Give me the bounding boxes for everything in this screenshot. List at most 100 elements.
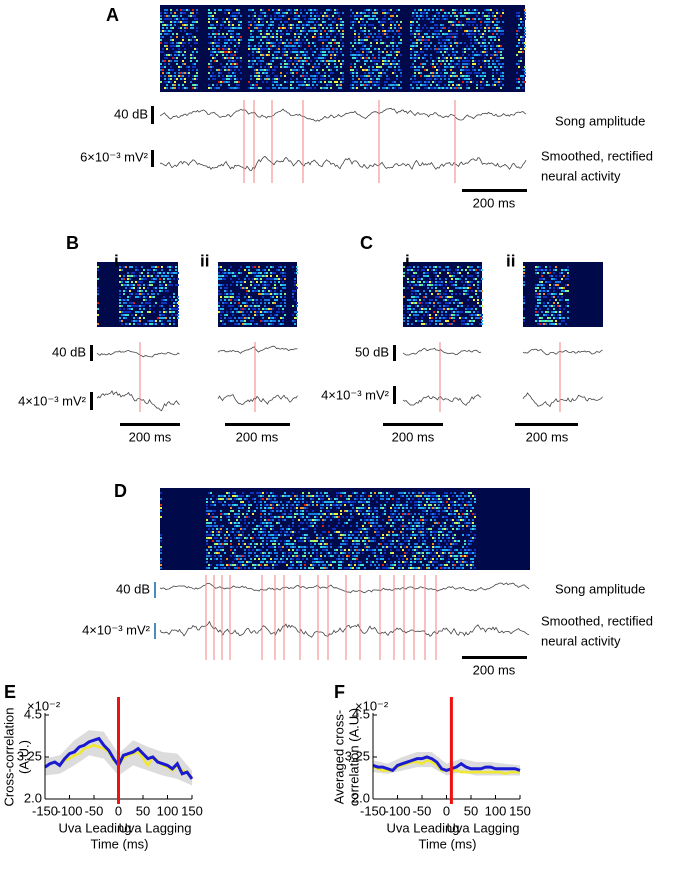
spectrogram-pixel xyxy=(212,519,214,521)
spectrogram-pixel xyxy=(468,69,470,71)
spectrogram-pixel xyxy=(174,75,176,77)
spectrogram-pixel xyxy=(422,36,424,38)
spectrogram-pixel xyxy=(422,15,424,17)
spectrogram-pixel xyxy=(312,558,314,560)
spectrogram-pixel xyxy=(292,305,294,307)
spectrogram-pixel xyxy=(350,21,352,23)
spectrogram-pixel xyxy=(306,504,308,506)
spectrogram-pixel xyxy=(143,287,145,289)
spectrogram-pixel xyxy=(482,36,484,38)
spectrogram-pixel xyxy=(97,278,99,280)
spectrogram-pixel xyxy=(334,21,336,23)
spectrogram-pixel xyxy=(97,293,99,295)
spectrogram-pixel xyxy=(466,12,468,14)
spectrogram-pixel xyxy=(481,299,483,301)
spectrogram-pixel xyxy=(254,69,256,71)
spectrogram-pixel xyxy=(388,84,390,86)
spectrogram-pixel xyxy=(320,495,322,497)
spectrogram-pixel xyxy=(230,51,232,53)
spectrogram-pixel xyxy=(153,266,155,268)
spectrogram-pixel xyxy=(282,552,284,554)
spectrogram-pixel xyxy=(226,531,228,533)
spectrogram-pixel xyxy=(131,293,133,295)
spectrogram-pixel xyxy=(133,320,135,322)
spectrogram-pixel xyxy=(320,534,322,536)
spectrogram-pixel xyxy=(171,272,173,274)
spectrogram-pixel xyxy=(182,24,184,26)
spectrogram-pixel xyxy=(466,63,468,65)
spectrogram-pixel xyxy=(226,314,228,316)
spectrogram-pixel xyxy=(208,510,210,512)
spectrogram-pixel xyxy=(164,45,166,47)
spectrogram-pixel xyxy=(480,27,482,29)
spectrogram-pixel xyxy=(537,311,539,313)
spectrogram-pixel xyxy=(272,266,274,268)
spectrogram-pixel xyxy=(226,287,228,289)
spectrogram-pixel xyxy=(228,272,230,274)
spectrogram-pixel xyxy=(300,30,302,32)
spectrogram-pixel xyxy=(266,284,268,286)
spectrogram-pixel xyxy=(276,293,278,295)
spectrogram-pixel xyxy=(160,504,162,506)
spectrogram-pixel xyxy=(348,534,350,536)
spectrogram-pixel xyxy=(274,272,276,274)
spectrogram-pixel xyxy=(230,540,232,542)
spectrogram-pixel xyxy=(173,308,175,310)
spectrogram-pixel xyxy=(218,45,220,47)
spectrogram-pixel xyxy=(260,15,262,17)
spectrogram-pixel xyxy=(214,48,216,50)
spectrogram-pixel xyxy=(163,278,165,280)
spectrogram-pixel xyxy=(288,18,290,20)
spectrogram-pixel xyxy=(268,75,270,77)
spectrogram-pixel xyxy=(539,284,541,286)
spectrogram-pixel xyxy=(238,12,240,14)
spectrogram-pixel xyxy=(240,36,242,38)
spectrogram-pixel xyxy=(294,45,296,47)
spectrogram-pixel xyxy=(310,21,312,23)
spectrogram-pixel xyxy=(523,281,525,283)
spectrogram-pixel xyxy=(434,24,436,26)
spectrogram-pixel xyxy=(260,519,262,521)
spectrogram-pixel xyxy=(300,63,302,65)
spectrogram-pixel xyxy=(551,323,553,325)
spectrogram-pixel xyxy=(151,266,153,268)
spectrogram-pixel xyxy=(328,510,330,512)
spectrogram-pixel xyxy=(292,504,294,506)
spectrogram-pixel xyxy=(420,9,422,11)
spectrogram-pixel xyxy=(234,537,236,539)
spectrogram-pixel xyxy=(242,311,244,313)
spectrogram-pixel xyxy=(468,72,470,74)
spectrogram-pixel xyxy=(486,45,488,47)
spectrogram-pixel xyxy=(449,308,451,310)
spectrogram-pixel xyxy=(477,275,479,277)
spectrogram-pixel xyxy=(184,78,186,80)
spectrogram-pixel xyxy=(294,507,296,509)
spectrogram-pixel xyxy=(422,18,424,20)
spectrogram-pixel xyxy=(280,561,282,563)
spectrogram-pixel xyxy=(252,564,254,566)
spectrogram-pixel xyxy=(264,281,266,283)
spectrogram-pixel xyxy=(284,314,286,316)
spectrogram-pixel xyxy=(356,12,358,14)
spectrogram-pixel xyxy=(236,42,238,44)
spectrogram-pixel xyxy=(310,18,312,20)
spectrogram-pixel xyxy=(376,39,378,41)
spectrogram-pixel xyxy=(292,534,294,536)
spectrogram-pixel xyxy=(290,531,292,533)
spectrogram-pixel xyxy=(394,24,396,26)
spectrogram-pixel xyxy=(240,281,242,283)
spectrogram-pixel xyxy=(216,537,218,539)
spectrogram-pixel xyxy=(458,60,460,62)
spectrogram-pixel xyxy=(555,269,557,271)
spectrogram-pixel xyxy=(438,33,440,35)
spectrogram-pixel xyxy=(403,308,405,310)
spectrogram-pixel xyxy=(465,308,467,310)
spectrogram-pixel xyxy=(551,305,553,307)
spectrogram-pixel xyxy=(448,12,450,14)
spectrogram-pixel xyxy=(318,54,320,56)
spectrogram-pixel xyxy=(354,30,356,32)
spectrogram-pixel xyxy=(232,293,234,295)
spectrogram-pixel xyxy=(472,12,474,14)
spectrogram-pixel xyxy=(232,60,234,62)
spectrogram-pixel xyxy=(226,513,228,515)
